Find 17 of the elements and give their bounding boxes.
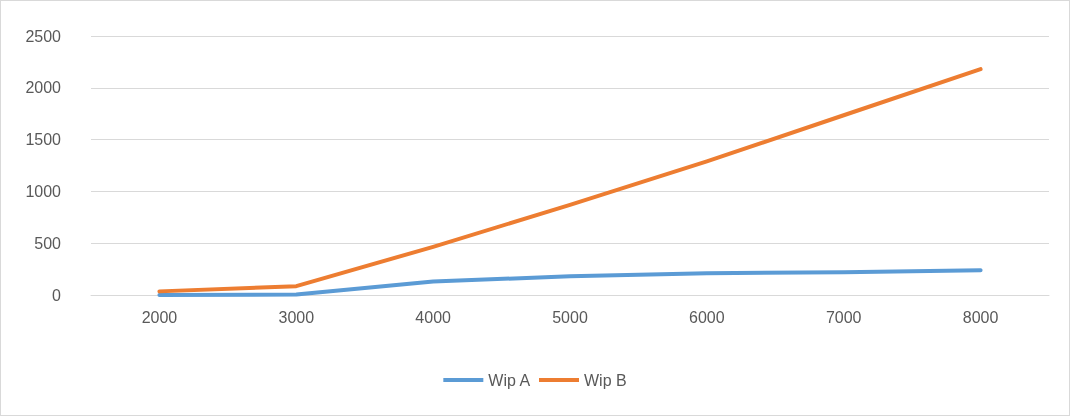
y-tick-label: 0 xyxy=(52,286,62,304)
x-tick-label: 4000 xyxy=(415,308,452,326)
y-tick-label: 1500 xyxy=(25,131,62,149)
x-tick-label: 8000 xyxy=(962,308,999,326)
y-tick-label: 500 xyxy=(34,234,62,252)
x-tick-label: 7000 xyxy=(825,308,862,326)
y-tick-label: 2000 xyxy=(25,79,62,97)
line-series xyxy=(157,67,983,294)
y-tick-label: 2500 xyxy=(25,27,62,45)
line-series xyxy=(157,268,983,297)
y-tick-label: 1000 xyxy=(25,182,62,200)
x-tick-label: 5000 xyxy=(552,308,588,326)
legend-label: Wip A xyxy=(488,371,531,389)
x-tick-label: 6000 xyxy=(689,308,725,326)
x-tick-label: 2000 xyxy=(141,308,178,326)
x-tick-label: 3000 xyxy=(278,308,315,326)
legend-label: Wip B xyxy=(584,371,627,389)
